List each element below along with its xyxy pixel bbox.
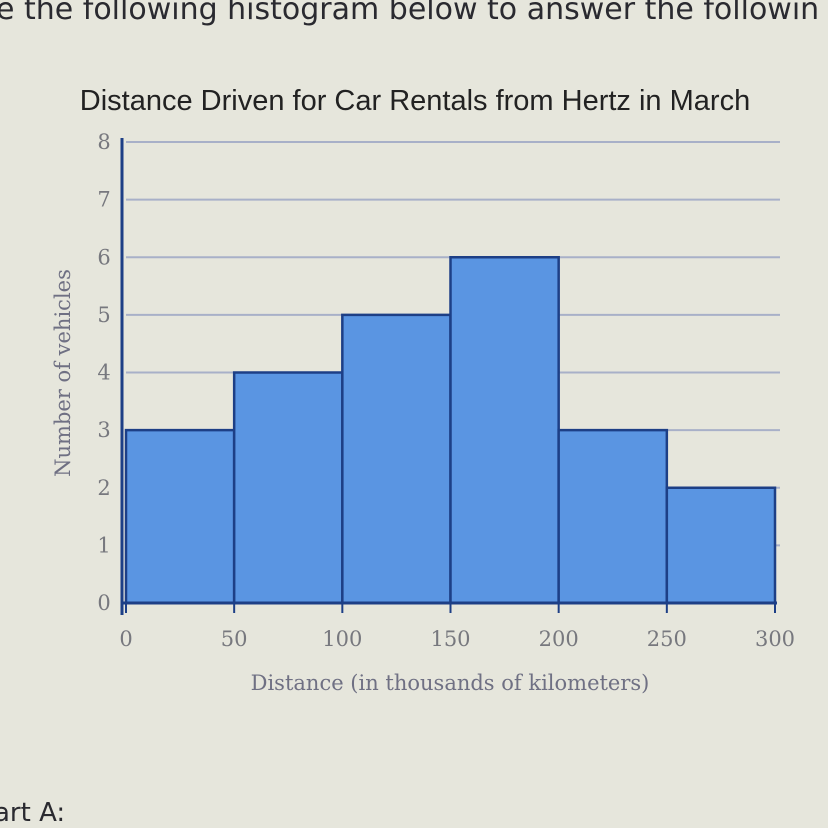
y-tick-label: 4	[97, 361, 110, 385]
question-intro-text: e the following histogram below to answe…	[0, 0, 820, 27]
histogram-bar	[124, 428, 236, 605]
y-tick-label: 0	[97, 591, 110, 615]
x-tick-label: 250	[647, 627, 687, 651]
histogram-bar	[232, 371, 344, 605]
chart-title: Distance Driven for Car Rentals from Her…	[80, 85, 750, 117]
y-axis-label: Number of vehicles	[51, 269, 75, 477]
y-tick-label: 8	[97, 130, 110, 154]
histogram-bar	[341, 313, 452, 605]
y-tick-label: 7	[97, 188, 110, 212]
y-tick-label: 6	[97, 245, 110, 269]
x-tick-label: 50	[221, 627, 248, 651]
histogram-bar	[449, 256, 560, 605]
y-tick-label: 3	[97, 418, 110, 442]
histogram-bar	[665, 486, 777, 605]
x-tick-label: 150	[430, 627, 470, 651]
x-axis-label: Distance (in thousands of kilometers)	[251, 671, 650, 695]
y-tick-label: 1	[97, 533, 110, 557]
x-tick-label: 300	[755, 627, 795, 651]
x-tick-label: 0	[119, 627, 132, 651]
part-a-label: art A:	[0, 798, 66, 828]
y-tick-label: 2	[97, 476, 110, 500]
x-tick-label: 200	[539, 627, 579, 651]
x-tick-label: 100	[322, 627, 362, 651]
y-tick-label: 5	[97, 303, 110, 327]
histogram-bar	[557, 428, 669, 605]
